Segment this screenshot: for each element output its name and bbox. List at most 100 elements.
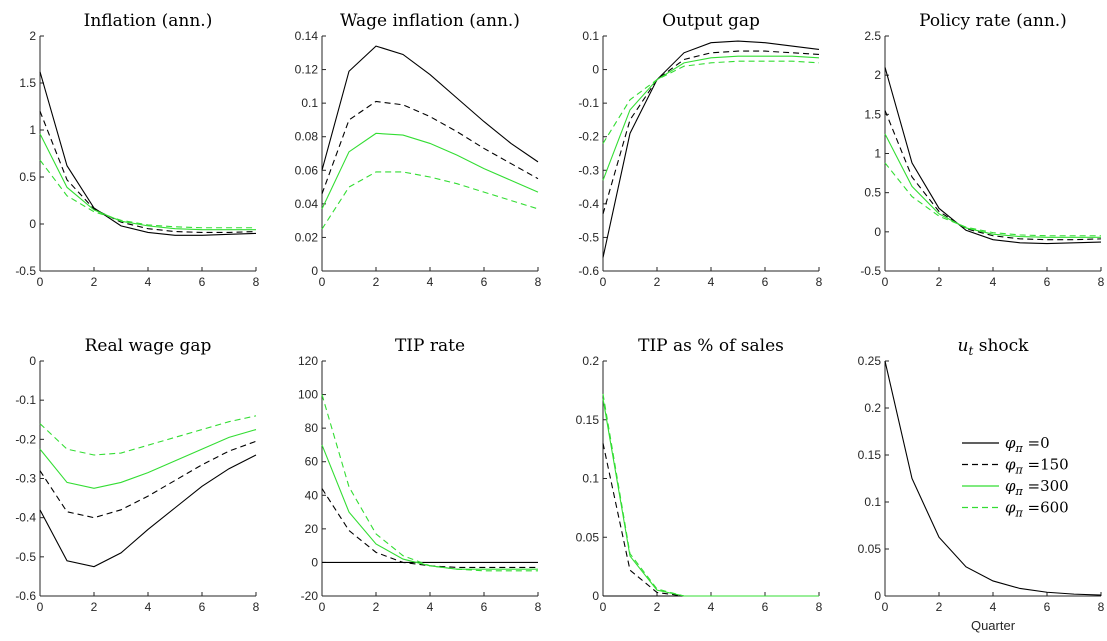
y-tick-label: -0.1 [15, 393, 36, 407]
y-tick-label: -0.5 [860, 264, 881, 278]
series-line-1 [884, 360, 1102, 596]
y-tick-label: 1 [874, 147, 881, 161]
y-tick-label: 0 [592, 63, 599, 77]
x-tick-label: 6 [1044, 275, 1051, 289]
panel-title: ut shock [958, 336, 1030, 358]
x-tick-label: 4 [145, 600, 152, 614]
y-tick-label: 60 [305, 455, 319, 469]
y-tick-label: -0.4 [578, 197, 599, 211]
y-tick-label: -0.3 [578, 163, 599, 177]
y-tick-label: 100 [298, 388, 318, 402]
x-tick-label: 4 [708, 275, 715, 289]
x-tick-label: 2 [654, 600, 661, 614]
y-tick-label: -0.1 [578, 96, 599, 110]
y-tick-label: 0.25 [858, 354, 882, 368]
series-line-3 [321, 444, 538, 570]
y-tick-label: -0.3 [15, 472, 36, 486]
x-tick-label: 0 [882, 275, 889, 289]
y-tick-label: 0.02 [295, 230, 319, 244]
y-tick-label: -0.2 [578, 130, 599, 144]
panel-title: Wage inflation (ann.) [340, 11, 520, 31]
legend-entry-label: φπ =600 [1005, 499, 1069, 520]
x-tick-label: 0 [319, 275, 326, 289]
legend-entry-label: φπ =150 [1005, 456, 1069, 477]
series-line-2 [602, 443, 819, 597]
panel-3: Output gap -0.6 -0.5 -0.4 -0.3 -0.2 -0.1 0 0.1 0 2… [578, 11, 822, 289]
x-tick-label: 8 [253, 275, 260, 289]
panel-7: TIP as % of sales 0 0.05 0.1 0.15 0.2 0 2 4 6 8 [576, 336, 823, 614]
x-tick-label: 2 [373, 275, 380, 289]
y-tick-label: -0.5 [578, 230, 599, 244]
series-line-4 [602, 393, 819, 597]
y-tick-label: 0 [874, 225, 881, 239]
x-tick-label: 8 [816, 275, 823, 289]
y-tick-label: -0.5 [15, 550, 36, 564]
x-tick-label: 6 [762, 275, 769, 289]
y-tick-label: 1.5 [864, 107, 881, 121]
panel-title: TIP as % of sales [638, 336, 784, 356]
series-line-2 [884, 110, 1102, 241]
y-tick-label: 0.2 [582, 354, 599, 368]
series-line-2 [321, 488, 538, 569]
x-tick-label: 4 [708, 600, 715, 614]
x-tick-label: 4 [145, 275, 152, 289]
x-tick-label: 8 [1098, 275, 1105, 289]
y-tick-label: 80 [305, 421, 319, 435]
series-line-4 [321, 394, 538, 572]
y-tick-label: 0 [29, 354, 36, 368]
x-tick-label: 0 [600, 275, 607, 289]
x-tick-label: 6 [762, 600, 769, 614]
x-tick-label: 0 [600, 600, 607, 614]
y-tick-label: 40 [305, 488, 319, 502]
y-tick-label: 0.2 [864, 401, 881, 415]
y-tick-label: 0.04 [295, 197, 319, 211]
y-tick-label: -20 [301, 589, 319, 603]
series-line-1 [602, 40, 820, 258]
x-tick-label: 8 [1098, 600, 1105, 614]
series-line-2 [321, 100, 539, 194]
panel-2: Wage inflation (ann.) 0 0.02 0.04 0.06 0.08 0.… [295, 11, 542, 289]
panel-4: Policy rate (ann.)-0.500.511.522.50 2 4 6 8 [860, 11, 1104, 289]
y-tick-label: 0.15 [576, 413, 600, 427]
x-tick-label: 4 [427, 275, 434, 289]
series-line-2 [602, 50, 820, 215]
x-tick-label: 2 [373, 600, 380, 614]
y-tick-label: 0.5 [19, 170, 36, 184]
y-tick-label: 2.5 [864, 29, 881, 43]
x-tick-label: 6 [481, 275, 488, 289]
panel-title: Real wage gap [85, 336, 212, 356]
x-tick-label: 0 [319, 600, 326, 614]
x-tick-label: 8 [816, 600, 823, 614]
y-tick-label: 0.14 [295, 29, 319, 43]
y-tick-label: 0 [29, 217, 36, 231]
y-tick-label: 0.08 [295, 130, 319, 144]
series-line-4 [321, 171, 539, 230]
series-line-3 [884, 133, 1101, 238]
series-line-3 [321, 132, 539, 210]
y-tick-label: 0 [311, 264, 318, 278]
panel-title: TIP rate [395, 336, 465, 356]
y-tick-label: 1 [29, 123, 36, 137]
y-tick-label: 20 [305, 522, 319, 536]
y-tick-label: 0.1 [582, 472, 599, 486]
y-tick-label: 0.15 [858, 448, 882, 462]
y-tick-label: -0.6 [15, 589, 36, 603]
x-tick-label: 8 [253, 600, 260, 614]
series-line-3 [39, 429, 257, 489]
x-tick-label: 2 [91, 275, 98, 289]
series-line-4 [39, 159, 256, 229]
y-tick-label: 0.12 [295, 63, 319, 77]
panel-title: Output gap [662, 11, 760, 31]
x-tick-label: 8 [535, 600, 542, 614]
x-tick-label: 2 [936, 275, 943, 289]
y-tick-label: 0.05 [576, 530, 600, 544]
y-tick-label: 0 [311, 555, 318, 569]
panel-title: Policy rate (ann.) [919, 11, 1067, 31]
y-tick-label: 0.06 [295, 163, 319, 177]
series-line-4 [602, 60, 820, 144]
panel-5: Real wage gap -0.6 -0.5 -0.4 -0.3 -0.2 -0.1 0 0 2… [15, 336, 259, 614]
x-tick-label: 6 [1044, 600, 1051, 614]
y-tick-label: 1.5 [19, 76, 36, 90]
